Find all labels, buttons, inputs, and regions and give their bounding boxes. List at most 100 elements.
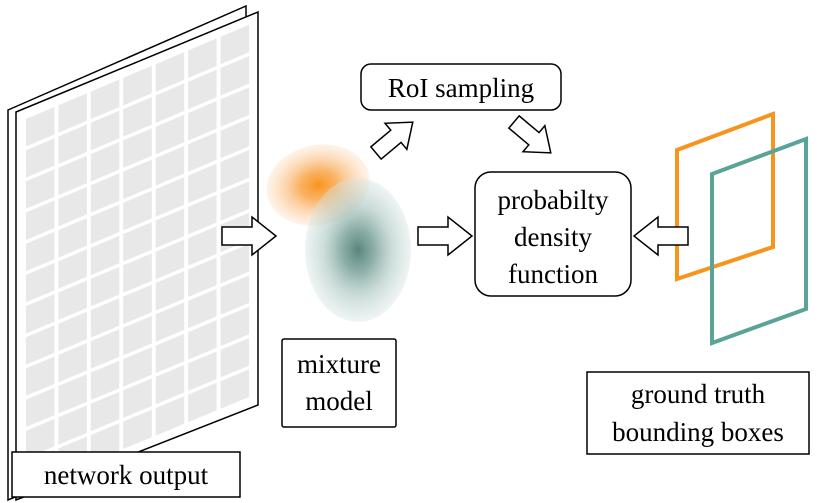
orange-bounding-box — [675, 111, 775, 282]
grid-cell — [188, 320, 217, 360]
grid-cell — [90, 329, 120, 369]
grid-cell — [220, 244, 250, 284]
grid-cell — [220, 24, 250, 65]
network-output-grid — [25, 24, 250, 490]
grid-cell — [220, 118, 250, 159]
arrow-mixture-to-pdf — [417, 215, 474, 257]
grid-cell — [220, 306, 250, 347]
grid-cell — [188, 195, 217, 235]
grid-cell — [123, 159, 152, 200]
network-output-text: network output — [44, 460, 209, 490]
grid-cell — [58, 405, 87, 445]
grid-cell — [188, 163, 217, 204]
grid-cell — [58, 93, 87, 133]
roi-sampling-node: RoI sampling — [360, 63, 562, 111]
grid-cell — [25, 356, 55, 396]
ground-truth-text-line2: bounding boxes — [612, 417, 784, 447]
grid-cell — [58, 186, 87, 227]
teal-bounding-box — [710, 136, 808, 346]
grid-cell — [58, 311, 87, 352]
roi-sampling-text: RoI sampling — [388, 73, 534, 103]
grid-cell — [155, 114, 185, 155]
hollow-arrow-icon — [417, 215, 474, 257]
grid-cell — [155, 208, 185, 248]
grid-cell — [25, 138, 55, 178]
hollow-arrow-icon — [507, 114, 552, 154]
arrow-network-to-mixture — [221, 215, 278, 257]
ground-truth-text-line1: ground truth — [631, 379, 766, 409]
grid-cell — [220, 56, 250, 96]
grid-cell — [155, 302, 185, 342]
ground-truth-boxes — [675, 111, 808, 346]
grid-cell — [25, 325, 55, 365]
grid-cell — [123, 378, 152, 418]
grid-cell — [123, 65, 152, 106]
grid-cell — [25, 169, 55, 209]
grid-cell — [188, 132, 217, 172]
grid-cell — [123, 409, 152, 449]
mixture-model-text-line1: mixture — [297, 349, 381, 379]
grid-cell — [155, 52, 185, 92]
grid-cell — [90, 204, 120, 244]
grid-cell — [25, 262, 55, 303]
pdf-text-line2: density — [514, 222, 592, 252]
grid-cell — [155, 83, 185, 123]
grid-cell — [58, 155, 87, 196]
grid-cell — [58, 249, 87, 289]
grid-cell — [155, 271, 185, 311]
grid-cell — [58, 374, 87, 414]
grid-cell — [58, 124, 87, 164]
hollow-arrow-icon — [221, 215, 278, 257]
grid-cell — [90, 142, 120, 182]
grid-cell — [188, 38, 217, 78]
grid-cell — [123, 128, 152, 168]
grid-cell — [188, 69, 217, 110]
network-output-stack — [7, 4, 259, 502]
grid-cell — [188, 382, 217, 423]
arrow-roi-to-pdf — [507, 114, 552, 154]
grid-cell — [25, 418, 55, 459]
grid-cell — [90, 360, 120, 400]
grid-cell — [220, 181, 250, 221]
grid-cell — [90, 235, 120, 276]
grid-cell — [155, 177, 185, 217]
grid-cell — [123, 347, 152, 387]
grid-cell — [155, 239, 185, 280]
mixture-model-label: mixture model — [281, 338, 397, 428]
arrow-mixture-to-roi — [369, 121, 414, 161]
grid-cell — [25, 231, 55, 272]
grid-cell — [90, 391, 120, 432]
grid-cell — [155, 365, 185, 405]
grid-cell — [123, 284, 152, 325]
grid-cell — [90, 298, 120, 338]
grid-cell — [123, 253, 152, 293]
grid-cell — [155, 333, 185, 374]
grid-cell — [25, 294, 55, 334]
grid-cell — [123, 222, 152, 262]
grid-cell — [123, 190, 152, 231]
teal-gaussian — [305, 178, 411, 322]
grid-cell — [90, 79, 120, 120]
pdf-text-line1: probabilty — [498, 185, 609, 215]
grid-cell — [220, 275, 250, 315]
grid-cell — [220, 150, 250, 190]
grid-cell — [25, 387, 55, 427]
ground-truth-label: ground truth bounding boxes — [586, 371, 810, 455]
grid-cell — [58, 218, 87, 258]
grid-cell — [123, 315, 152, 356]
grid-cell — [220, 369, 250, 409]
grid-cell — [25, 107, 55, 147]
grid-cell — [90, 110, 120, 151]
grid-cell — [90, 267, 120, 307]
grid-cell — [220, 87, 250, 127]
hollow-arrow-icon — [369, 121, 414, 161]
grid-cell — [188, 226, 217, 266]
grid-cell — [188, 101, 217, 141]
mixture-model-distribution — [266, 144, 411, 322]
grid-cell — [58, 280, 87, 320]
pdf-node: probabilty density function — [474, 171, 632, 297]
grid-cell — [58, 343, 87, 383]
grid-cell — [25, 200, 55, 240]
grid-cell — [90, 173, 120, 213]
